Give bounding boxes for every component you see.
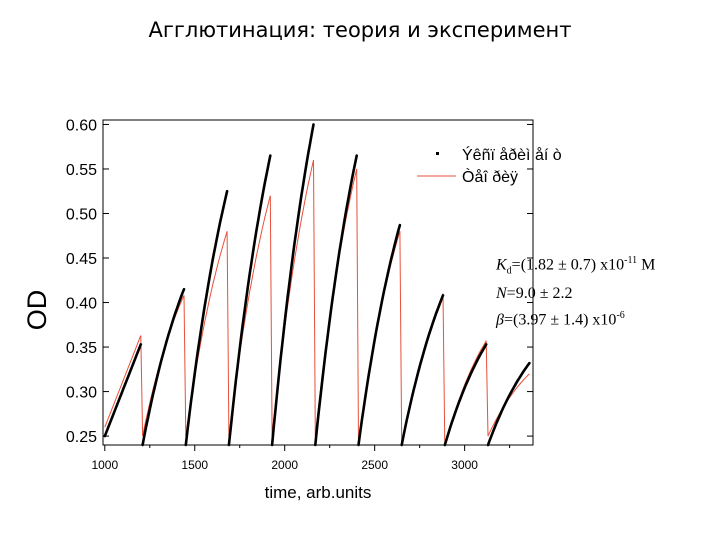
y-tick-label: 0.30 [66, 385, 97, 402]
theory-segment [358, 231, 401, 446]
theory-drop [183, 295, 187, 437]
experiment-segment [103, 343, 143, 438]
y-tick-label: 0.50 [66, 206, 97, 223]
theory-segment [271, 159, 314, 437]
x-axis: 1000 1500 2000 2500 3000 [91, 445, 511, 472]
experiment-segment [443, 343, 488, 447]
theory-drop [399, 231, 403, 446]
y-axis-label: OD [22, 290, 52, 331]
y-tick-label: 0.25 [66, 429, 97, 446]
x-tick-label: 2000 [271, 458, 298, 472]
kd-value: =(1.82 ± 0.7) x10 [511, 256, 625, 274]
series-layer [103, 123, 531, 447]
theory-drop [356, 168, 359, 446]
theory-drop [442, 293, 446, 446]
experiment-segment [270, 123, 315, 447]
y-axis: 0.25 0.30 0.35 0.40 0.45 0.50 0.55 0.60 [66, 117, 533, 446]
beta-symbol: β [496, 310, 504, 328]
theory-drop [140, 335, 144, 437]
beta-line: β=(3.97 ± 1.4) x10-6 [496, 305, 655, 331]
x-tick-label: 2500 [361, 458, 388, 472]
theory-drop [226, 231, 230, 437]
experiment-segment [357, 223, 402, 447]
x-axis-label: time, arb.units [265, 483, 372, 502]
theory-drop [269, 195, 273, 437]
y-tick-label: 0.55 [66, 162, 97, 179]
y-tick-label: 0.40 [66, 296, 97, 313]
slide-title: Агглютинация: теория и эксперимент [148, 18, 572, 42]
y-tick-label: 0.45 [66, 251, 97, 268]
experiment-segment [227, 154, 272, 447]
n-symbol: N [496, 284, 507, 302]
n-line: N=9.0 ± 2.2 [496, 283, 655, 305]
kd-subscript: d [506, 265, 512, 277]
theory-segment [185, 231, 228, 437]
experiment-segment [400, 294, 445, 447]
y-tick-label: 0.35 [66, 340, 97, 357]
beta-exponent: -6 [616, 309, 625, 321]
theory-segment [401, 293, 444, 446]
n-value: =9.0 ± 2.2 [506, 284, 573, 302]
legend-marker-experiment [436, 152, 439, 155]
kd-symbol: K [496, 256, 507, 274]
fit-parameters: Kd=(1.82 ± 0.7) x10-11 M N=9.0 ± 2.2 β=(… [496, 250, 655, 331]
x-tick-label: 3000 [451, 458, 478, 472]
x-tick-label: 1000 [91, 458, 118, 472]
experiment-segment [486, 361, 531, 447]
y-tick-label: 0.60 [66, 117, 97, 134]
x-tick-label: 1500 [181, 458, 208, 472]
experiment-segment [141, 287, 186, 447]
plot-frame [102, 119, 534, 446]
theory-drop [485, 340, 489, 437]
kd-exponent: -11 [624, 255, 638, 266]
beta-value: =(3.97 ± 1.4) x10 [503, 310, 617, 328]
experiment-segment [184, 189, 229, 447]
legend-label-experiment: Ýêñï åðèì åí ò [462, 145, 562, 164]
legend-label-theory: Òåî ðèÿ [462, 167, 518, 186]
kd-unit: M [637, 256, 656, 274]
experiment-segment [314, 154, 358, 447]
kd-line: Kd=(1.82 ± 0.7) x10-11 M [496, 250, 655, 283]
legend: Ýêñï åðèì åí ò Òåî ðèÿ [417, 145, 562, 186]
theory-segment [104, 335, 142, 428]
theory-drop [313, 160, 316, 437]
theory-segment [228, 195, 271, 437]
